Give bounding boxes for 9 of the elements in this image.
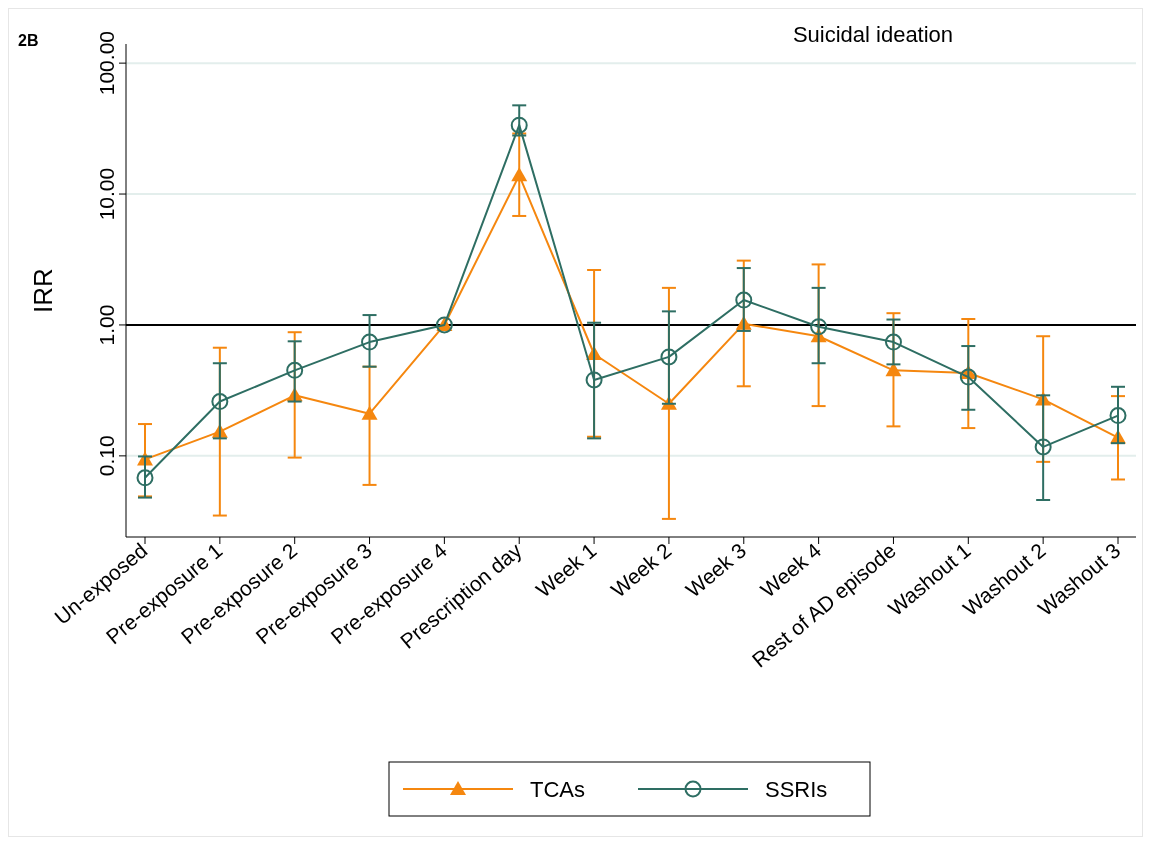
text: 2B <box>18 32 39 49</box>
y-tick-label: 10.00 <box>95 167 118 221</box>
y-tick-label: 1.00 <box>95 304 118 346</box>
y-tick-label: 0.10 <box>95 435 118 477</box>
legend-label: SSRIs <box>765 777 828 802</box>
chart-title: Suicidal ideation <box>792 22 954 47</box>
legend-label: TCAs <box>530 777 585 802</box>
y-tick-label: 100.00 <box>95 31 118 96</box>
y-axis-title: IRR <box>28 268 58 313</box>
